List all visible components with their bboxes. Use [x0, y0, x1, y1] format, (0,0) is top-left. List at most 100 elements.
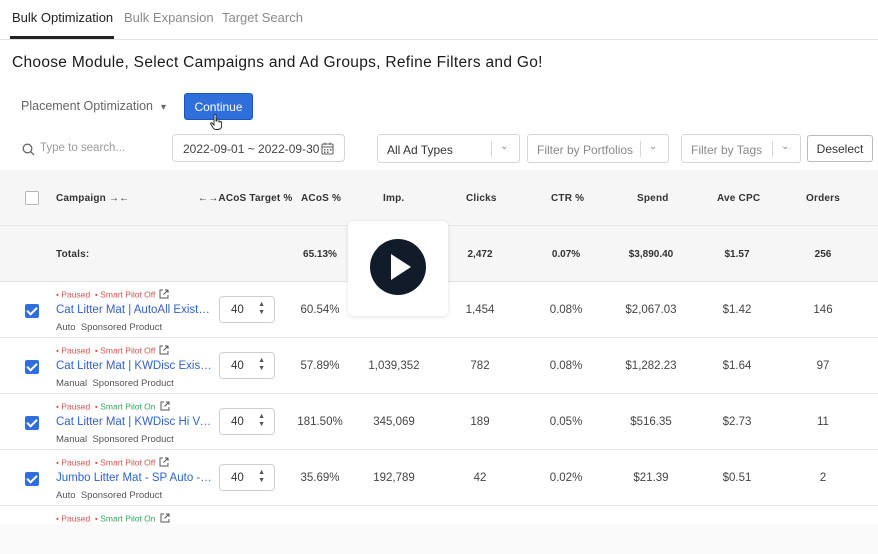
- cell-clicks: 42: [473, 472, 487, 484]
- chevron-down-icon: ▾: [161, 102, 167, 113]
- table-row: • Paused • Smart Pilot On: [0, 506, 878, 524]
- col-clicks[interactable]: Clicks: [466, 193, 497, 204]
- cell-clicks: 1,454: [465, 304, 495, 316]
- col-campaign[interactable]: Campaign →←: [56, 193, 130, 204]
- cell-ctr: 0.05%: [549, 416, 583, 428]
- external-link-icon[interactable]: [159, 289, 169, 301]
- targeting-type: Auto: [56, 322, 76, 333]
- campaign-status: • Paused • Smart Pilot Off: [56, 345, 169, 357]
- portfolios-dropdown[interactable]: Filter by Portfolios ⌄: [527, 134, 669, 163]
- totals-label: Totals:: [56, 249, 90, 260]
- divider: [640, 141, 641, 157]
- stepper-arrows-icon[interactable]: ▲ ▼: [258, 357, 265, 372]
- row-checkbox[interactable]: [25, 472, 39, 486]
- campaign-name-link[interactable]: Cat Litter Mat | AutoAll Existin...: [56, 304, 212, 316]
- search-icon: [22, 143, 35, 156]
- col-acos[interactable]: ACoS %: [301, 193, 342, 204]
- acos-target-value: 40: [231, 304, 244, 316]
- table-row: • Paused • Smart Pilot On Cat Litter Mat …: [0, 394, 878, 450]
- ad-types-value: All Ad Types: [387, 143, 453, 157]
- smart-pilot-status: Smart Pilot On: [100, 401, 156, 412]
- cell-clicks: 189: [470, 416, 490, 428]
- cell-spend: $1,282.23: [625, 360, 677, 372]
- external-link-icon[interactable]: [160, 513, 170, 524]
- smart-pilot-status: Smart Pilot Off: [100, 345, 156, 356]
- cell-acos: 181.50%: [297, 416, 343, 428]
- cell-acos: 57.89%: [300, 360, 340, 372]
- campaign-status: • Paused • Smart Pilot On: [56, 401, 170, 413]
- cell-cpc: $2.73: [722, 416, 752, 428]
- table-header: Campaign →← ←→ACoS Target % ACoS % Imp. …: [0, 170, 878, 226]
- totals-clicks: 2,472: [467, 249, 493, 260]
- col-acos-target[interactable]: ←→ACoS Target %: [198, 193, 293, 204]
- campaign-type: Auto Sponsored Product: [56, 490, 162, 501]
- cell-ctr: 0.08%: [549, 304, 583, 316]
- campaign-name-link[interactable]: Cat Litter Mat | KWDisc Hi Vol ...: [56, 416, 212, 428]
- tab-target-search[interactable]: Target Search: [222, 10, 303, 25]
- external-link-icon[interactable]: [159, 457, 169, 469]
- portfolios-placeholder: Filter by Portfolios: [537, 143, 634, 157]
- col-orders[interactable]: Orders: [806, 193, 840, 204]
- col-ave-cpc[interactable]: Ave CPC: [717, 193, 761, 204]
- campaign-status: • Paused • Smart Pilot On: [56, 513, 170, 524]
- row-checkbox[interactable]: [25, 360, 39, 374]
- module-select[interactable]: Placement Optimization ▾: [21, 99, 166, 113]
- paused-status: Paused: [61, 513, 91, 524]
- divider: [491, 141, 492, 157]
- continue-button[interactable]: Continue: [184, 93, 253, 120]
- tab-bulk-optimization[interactable]: Bulk Optimization: [12, 10, 114, 25]
- chevron-down-icon: ⌄: [500, 141, 509, 152]
- deselect-button[interactable]: Deselect: [807, 135, 873, 162]
- row-checkbox[interactable]: [25, 304, 39, 318]
- campaign-type: Manual Sponsored Product: [56, 378, 174, 389]
- acos-target-stepper[interactable]: 40 ▲ ▼: [219, 352, 275, 379]
- col-ctr[interactable]: CTR %: [551, 193, 585, 204]
- acos-target-stepper[interactable]: 40 ▲ ▼: [219, 296, 275, 323]
- divider: [772, 141, 773, 157]
- external-link-icon[interactable]: [160, 401, 170, 413]
- stepper-arrows-icon[interactable]: ▲ ▼: [258, 469, 265, 484]
- cell-imp: 345,069: [373, 416, 415, 428]
- targeting-type: Manual: [56, 378, 88, 389]
- row-checkbox[interactable]: [25, 416, 39, 430]
- cell-clicks: 782: [470, 360, 490, 372]
- paused-status: Paused: [61, 345, 91, 356]
- col-impressions[interactable]: Imp.: [383, 193, 405, 204]
- campaign-status: • Paused • Smart Pilot Off: [56, 457, 169, 469]
- tab-bulk-expansion[interactable]: Bulk Expansion: [124, 10, 214, 25]
- totals-acos: 65.13%: [303, 249, 337, 260]
- table-row: • Paused • Smart Pilot Off Cat Litter Mat…: [0, 338, 878, 394]
- cell-imp: 1,039,352: [368, 360, 420, 372]
- cell-spend: $516.35: [630, 416, 672, 428]
- tab-bar: Bulk Optimization Bulk Expansion Target …: [0, 0, 878, 40]
- campaign-name-link[interactable]: Cat Litter Mat | KWDisc Existin...: [56, 360, 212, 372]
- campaign-type: Manual Sponsored Product: [56, 434, 174, 445]
- col-spend[interactable]: Spend: [637, 193, 669, 204]
- active-tab-indicator: [10, 36, 114, 39]
- cell-imp: 192,789: [373, 472, 415, 484]
- date-range-value: 2022-09-01 ~ 2022-09-30: [183, 142, 320, 156]
- smart-pilot-status: Smart Pilot Off: [100, 457, 156, 468]
- paused-status: Paused: [61, 457, 91, 468]
- stepper-arrows-icon[interactable]: ▲ ▼: [258, 301, 265, 316]
- cell-cpc: $0.51: [722, 472, 752, 484]
- acos-target-stepper[interactable]: 40 ▲ ▼: [219, 408, 275, 435]
- campaign-status: • Paused • Smart Pilot Off: [56, 289, 169, 301]
- campaign-name-link[interactable]: Jumbo Litter Mat - SP Auto - S...: [56, 472, 212, 484]
- external-link-icon[interactable]: [159, 345, 169, 357]
- ad-type: Sponsored Product: [80, 490, 163, 501]
- select-all-checkbox[interactable]: [25, 191, 39, 205]
- date-range-picker[interactable]: 2022-09-01 ~ 2022-09-30: [172, 134, 345, 162]
- tags-dropdown[interactable]: Filter by Tags ⌄: [681, 134, 801, 163]
- play-icon[interactable]: [370, 239, 426, 295]
- totals-ave-cpc: $1.57: [724, 249, 750, 260]
- cell-orders: 146: [813, 304, 833, 316]
- search-box: [22, 142, 162, 158]
- totals-orders: 256: [814, 249, 832, 260]
- chevron-down-icon: ⌄: [781, 141, 790, 152]
- acos-target-stepper[interactable]: 40 ▲ ▼: [219, 464, 275, 491]
- acos-target-value: 40: [231, 360, 244, 372]
- ad-types-dropdown[interactable]: All Ad Types ⌄: [377, 134, 520, 163]
- search-input[interactable]: [40, 142, 160, 154]
- stepper-arrows-icon[interactable]: ▲ ▼: [258, 413, 265, 428]
